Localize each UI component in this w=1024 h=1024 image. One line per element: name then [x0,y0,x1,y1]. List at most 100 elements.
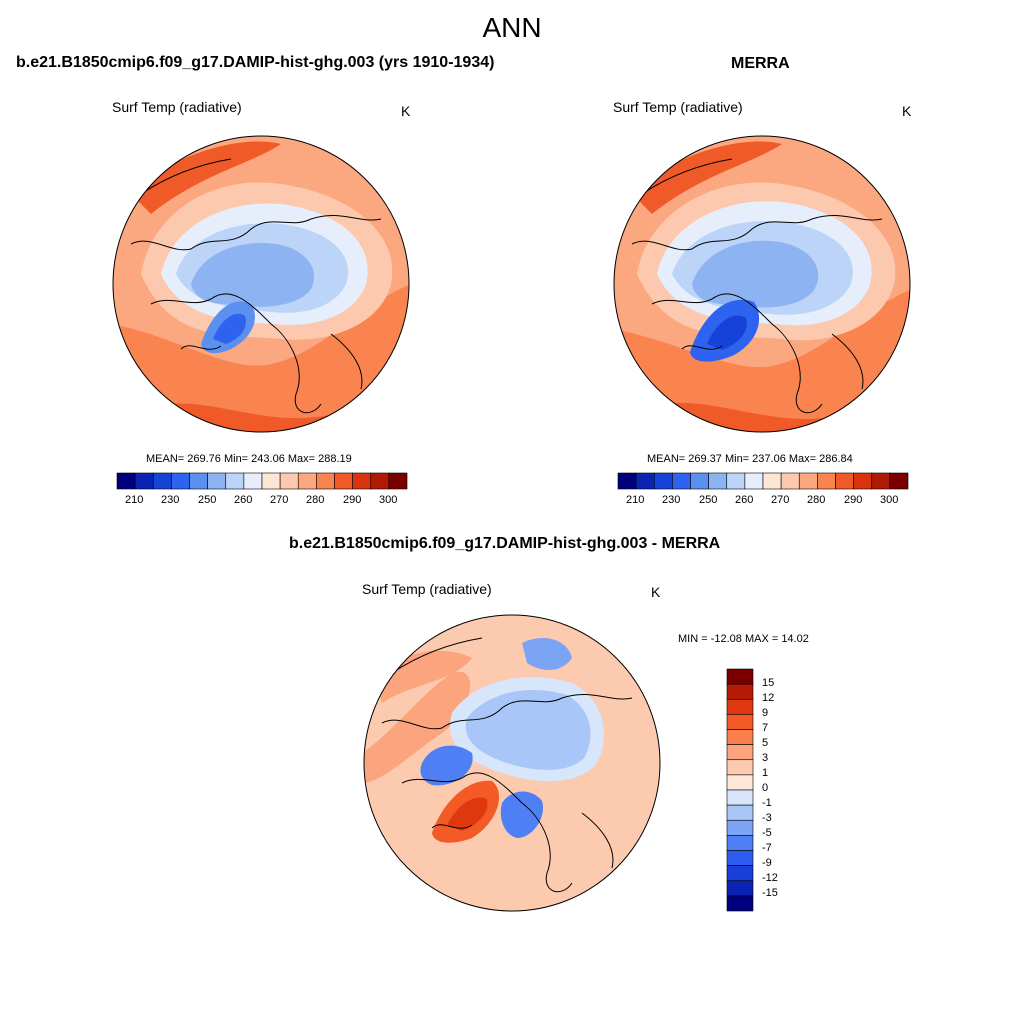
obs-colorbar-swatch-0 [617,472,637,490]
obs-tick-210: 210 [626,494,645,506]
model-colorbar-swatch-9 [279,472,299,490]
diff-tick-9: 9 [762,707,769,719]
diff-tick-neg5: -5 [762,827,772,839]
obs-variable-label: Surf Temp (radiative) [613,99,743,115]
obs-colorbar-swatch-10 [798,472,818,490]
obs-map-colder-core [692,240,819,308]
diff-map-cold-strip [500,791,543,838]
obs-map-hot-nw [632,141,782,214]
model-colorbar-swatch-15 [388,472,408,490]
model-map-border [112,135,410,433]
obs-colorbar-swatch-11 [817,472,836,490]
main-title: ANN [482,12,542,43]
obs-colorbar [617,472,909,490]
model-colorbar-swatch-11 [316,472,335,490]
diff-tick-15: 15 [762,677,775,689]
model-map-hot-nw [131,141,281,214]
diff-map-cool-east [522,638,572,670]
diff-colorbar-swatch-15 [726,895,754,912]
obs-map-warm-band [614,289,910,432]
model-map-greenland-core [213,313,246,344]
model-tick-260: 260 [234,494,253,506]
obs-colorbar-swatch-1 [635,472,655,490]
diff-colorbar-swatch-0 [726,668,754,685]
diff-panel-title: b.e21.B1850cmip6.f09_g17.DAMIP-hist-ghg.… [289,535,721,552]
model-tick-280: 280 [306,494,325,506]
model-stats: MEAN= 269.76 Min= 243.06 Max= 288.19 [146,453,352,465]
diff-tick-neg3: -3 [762,812,772,824]
model-colorbar [116,472,408,490]
obs-colorbar-swatch-3 [672,472,691,490]
obs-tick-300: 300 [880,494,899,506]
obs-map-greenland-core [707,315,747,350]
model-colorbar-swatch-7 [243,472,263,490]
diff-tick-neg12: -12 [762,872,778,884]
obs-colorbar-swatch-9 [780,472,800,490]
model-colorbar-swatch-4 [189,472,208,490]
diff-map-coastline [381,637,633,893]
obs-tick-250: 250 [699,494,718,506]
obs-units-label: K [902,103,912,119]
diff-map-cool-west [420,745,473,786]
diff-map-greenland-core [447,797,488,831]
model-panel-title: b.e21.B1850cmip6.f09_g17.DAMIP-hist-ghg.… [16,54,495,71]
diff-tick-12: 12 [762,692,775,704]
obs-tick-230: 230 [662,494,681,506]
model-colorbar-swatch-5 [207,472,227,490]
obs-tick-290: 290 [844,494,863,506]
model-colorbar-swatch-8 [261,472,281,490]
diff-colorbar-swatch-14 [726,880,754,897]
obs-colorbar-swatch-4 [690,472,709,490]
model-colorbar-swatch-1 [134,472,154,490]
model-tick-210: 210 [125,494,144,506]
obs-map-coastline [631,158,883,414]
model-tick-230: 230 [161,494,180,506]
model-colorbar-swatch-10 [297,472,317,490]
obs-panel-title: MERRA [731,55,790,72]
obs-colorbar-swatch-13 [853,472,873,490]
diff-tick-5: 5 [762,737,769,749]
diff-colorbar [726,668,754,912]
diff-colorbar-swatch-13 [726,865,754,882]
model-polar-map [112,135,410,433]
diff-colorbar-swatch-3 [726,714,754,730]
model-colorbar-swatch-2 [152,472,172,490]
diff-tick-neg9: -9 [762,857,772,869]
obs-colorbar-swatch-5 [708,472,728,490]
obs-tick-280: 280 [807,494,826,506]
diff-colorbar-swatch-12 [726,850,754,866]
diff-colorbar-swatch-2 [726,698,754,715]
model-colorbar-swatch-12 [334,472,353,490]
diff-colorbar-swatch-7 [726,774,754,791]
diff-tick-0: 0 [762,782,769,794]
model-tick-270: 270 [270,494,289,506]
diff-colorbar-swatch-1 [726,683,754,700]
diff-colorbar-swatch-6 [726,759,754,776]
diff-tick-neg1: -1 [762,797,772,809]
obs-colorbar-swatch-14 [871,472,891,490]
diff-stats: MIN = -12.08 MAX = 14.02 [678,633,809,645]
diff-colorbar-swatch-4 [726,729,754,745]
model-tick-250: 250 [198,494,217,506]
model-tick-290: 290 [343,494,362,506]
diff-colorbar-ticks: 15 12 9 7 5 3 1 0 -1 -3 -5 -7 -9 -12 -15 [760,669,800,911]
diff-tick-1: 1 [762,767,769,779]
obs-stats: MEAN= 269.37 Min= 237.06 Max= 286.84 [647,453,853,465]
model-colorbar-ticks: 210 230 250 260 270 280 290 300 [117,494,407,508]
obs-colorbar-ticks: 210 230 250 260 270 280 290 300 [618,494,908,508]
diff-colorbar-swatch-11 [726,835,754,851]
model-map-colder-core [191,243,315,307]
diff-tick-3: 3 [762,752,769,764]
obs-polar-map [613,135,911,433]
obs-colorbar-swatch-6 [726,472,746,490]
diff-polar-map [363,614,661,912]
diff-map-border [363,614,661,912]
diff-tick-7: 7 [762,722,769,734]
model-colorbar-swatch-14 [370,472,390,490]
obs-colorbar-swatch-7 [744,472,764,490]
diff-map-cool-core [465,689,591,770]
model-tick-300: 300 [379,494,398,506]
diff-colorbar-swatch-8 [726,789,754,806]
diff-colorbar-swatch-5 [726,744,754,761]
diff-tick-neg7: -7 [762,842,772,854]
